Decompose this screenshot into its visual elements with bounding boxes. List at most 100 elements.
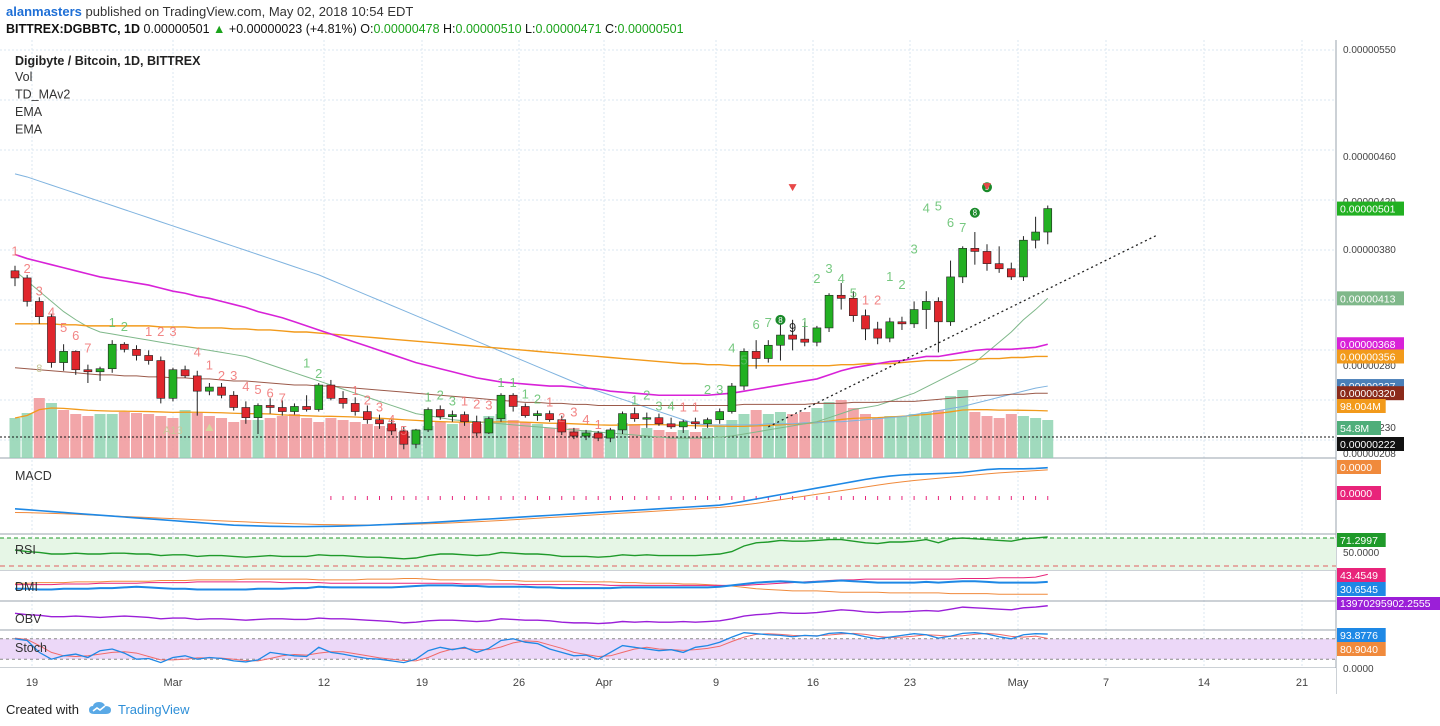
sell-arrow-icon [983, 183, 991, 191]
volume-bar [556, 424, 568, 458]
volume-ma-badge-bg [1337, 399, 1386, 413]
candle-body [593, 432, 603, 439]
macd-pane-label: MACD [15, 469, 52, 483]
candle-body [302, 406, 311, 410]
candle-body [277, 407, 287, 412]
candle-body [496, 394, 506, 419]
stoch-k-badge: 93.8776 [1340, 630, 1378, 642]
candle-body [95, 368, 105, 373]
td-count-label: 1 [862, 292, 869, 307]
price-tick-label: 0.00000380 [1343, 245, 1396, 256]
volume-bar [860, 414, 871, 458]
tradingview-brand-link[interactable]: TradingView [118, 702, 190, 717]
volume-badge: 54.8M [1340, 423, 1369, 435]
td-count-label: 1 [692, 400, 699, 415]
volume-bar [702, 428, 714, 458]
td-count-label: 1 [206, 358, 213, 373]
dmi-pane-label: DMI [15, 580, 38, 594]
candle-body [897, 321, 907, 325]
td-count-label: 1 [522, 386, 529, 401]
candle-body [508, 394, 518, 407]
macd-pane: MACD [14, 466, 1049, 528]
candle-body [192, 375, 202, 392]
candle-body [326, 384, 336, 399]
candle-body [921, 301, 931, 310]
td-count-label: 4 [923, 201, 930, 216]
price-badge: 0.00000356 [1340, 351, 1396, 363]
volume-bar [434, 422, 446, 458]
time-tick-label: Mar [164, 677, 183, 689]
td-count-label: 2 [643, 387, 650, 402]
candle-body [800, 338, 810, 343]
candle-body [156, 360, 166, 399]
volume-bar [641, 428, 653, 458]
td-count-label: 5 [60, 320, 67, 335]
volume-bar [58, 410, 70, 458]
volume-bar [872, 418, 884, 458]
price-tick-label: 0.00000550 [1343, 45, 1396, 56]
candle-body [970, 248, 980, 252]
td-count-label: 4 [242, 379, 249, 394]
rsi-mid-label: 50.0000 [1343, 548, 1380, 559]
candle-body [34, 301, 44, 317]
candle-body [849, 298, 858, 316]
candle-body [484, 418, 494, 434]
candle-body [763, 344, 773, 359]
candle-body [788, 334, 797, 340]
symbol-label: BITTREX:DGBBTC, 1D [6, 22, 141, 36]
volume-bar [1005, 414, 1017, 458]
td-marker-label: A13 [163, 425, 183, 437]
volume-bar [276, 416, 288, 458]
volume-bar [143, 414, 155, 458]
candle-body [678, 421, 688, 428]
volume-bar [179, 410, 191, 458]
volume-bar [167, 418, 179, 458]
td-count-label: 1 [595, 417, 602, 432]
candle-body [71, 351, 81, 371]
volume-bar [689, 432, 701, 458]
price-badge: 0.00000368 [1340, 339, 1396, 351]
candle-body [533, 413, 542, 416]
candle-body [836, 294, 846, 299]
volume-bar [45, 403, 57, 458]
stoch-pane: Stoch 0.0000 [0, 632, 1374, 675]
td-count-label: 2 [218, 368, 225, 383]
td-count-label: 4 [194, 344, 201, 359]
created-with-text: Created with [6, 702, 79, 717]
td-count-label: 2 [874, 292, 881, 307]
volume-bar [604, 430, 616, 458]
td-count-label: 1 [11, 244, 18, 259]
rsi-pane: RSI 50.0000 [0, 536, 1380, 570]
candle-body [727, 385, 737, 412]
volume-bar [94, 414, 106, 458]
time-tick-label: 19 [416, 677, 428, 689]
td-count-label: 3 [169, 324, 176, 339]
volume-bar [957, 390, 969, 458]
rsi-line [14, 536, 1048, 560]
td-count-label: 2 [437, 387, 444, 402]
td-count-label: 4 [838, 271, 845, 286]
candle-body [338, 397, 348, 404]
volume-bar [471, 424, 483, 458]
volume-bar [1030, 418, 1042, 458]
macd-badge-bg [1337, 460, 1381, 474]
time-tick-label: 16 [807, 677, 819, 689]
volume-bar [349, 422, 361, 458]
volume-bar [993, 418, 1005, 458]
candle-body [229, 394, 238, 408]
volume-bar [665, 432, 677, 458]
volume-bar [920, 412, 932, 458]
td-count-label: 5 [254, 382, 261, 397]
author-link[interactable]: alanmasters [6, 4, 82, 19]
volume-bar [216, 418, 228, 458]
td-count-label: 3 [36, 283, 43, 298]
candle-body [715, 411, 725, 421]
volume-bar [9, 418, 21, 458]
volume-bar [252, 420, 264, 458]
stoch-d-line [14, 632, 1048, 662]
volume-bar [422, 426, 434, 458]
candle-body [654, 417, 664, 425]
td-count-label: 1 [352, 383, 359, 398]
ma-green-line [14, 270, 1049, 439]
